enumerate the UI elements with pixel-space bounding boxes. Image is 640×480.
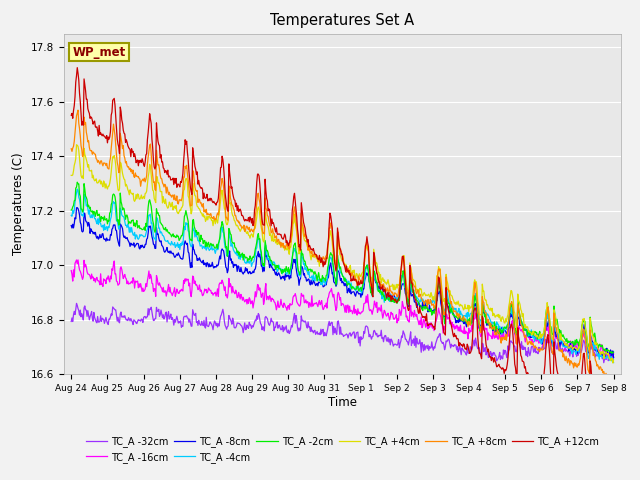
- TC_A -32cm: [78, 311, 86, 317]
- Line: TC_A -16cm: TC_A -16cm: [71, 260, 614, 360]
- Text: WP_met: WP_met: [72, 46, 125, 59]
- Line: TC_A -8cm: TC_A -8cm: [71, 208, 614, 358]
- TC_A +12cm: [607, 420, 614, 425]
- TC_A +4cm: [218, 190, 225, 196]
- TC_A +8cm: [67, 146, 75, 152]
- Legend: TC_A -32cm, TC_A -16cm, TC_A -8cm, TC_A -4cm, TC_A -2cm, TC_A +4cm, TC_A +8cm, T: TC_A -32cm, TC_A -16cm, TC_A -8cm, TC_A …: [82, 432, 603, 467]
- TC_A +8cm: [78, 147, 86, 153]
- TC_A -4cm: [409, 289, 417, 295]
- TC_A -16cm: [608, 357, 616, 363]
- TC_A -16cm: [74, 257, 82, 263]
- TC_A +8cm: [218, 181, 225, 187]
- TC_A -32cm: [73, 300, 81, 306]
- TC_A +12cm: [610, 416, 618, 422]
- TC_A -32cm: [610, 355, 618, 360]
- TC_A +4cm: [425, 291, 433, 297]
- Line: TC_A +4cm: TC_A +4cm: [71, 144, 614, 363]
- TC_A -16cm: [78, 274, 86, 279]
- TC_A -8cm: [134, 240, 141, 246]
- TC_A -2cm: [74, 180, 81, 185]
- TC_A +4cm: [609, 360, 617, 366]
- TC_A +12cm: [67, 112, 75, 118]
- Line: TC_A -32cm: TC_A -32cm: [71, 303, 614, 363]
- TC_A -32cm: [600, 360, 607, 366]
- TC_A -2cm: [189, 217, 196, 223]
- TC_A -2cm: [608, 350, 616, 356]
- TC_A -2cm: [610, 349, 618, 355]
- TC_A -2cm: [78, 206, 86, 212]
- TC_A -4cm: [218, 225, 225, 231]
- Line: TC_A +8cm: TC_A +8cm: [71, 110, 614, 379]
- TC_A -16cm: [67, 268, 75, 274]
- TC_A -16cm: [425, 320, 433, 326]
- TC_A +4cm: [409, 277, 417, 283]
- TC_A -2cm: [67, 207, 75, 213]
- TC_A +12cm: [425, 322, 433, 327]
- Line: TC_A -4cm: TC_A -4cm: [71, 189, 614, 362]
- TC_A +12cm: [134, 157, 141, 163]
- TC_A -4cm: [67, 213, 75, 218]
- TC_A +8cm: [134, 174, 141, 180]
- TC_A +12cm: [189, 145, 196, 151]
- TC_A -8cm: [425, 307, 433, 313]
- Line: TC_A +12cm: TC_A +12cm: [71, 68, 614, 422]
- TC_A -16cm: [218, 281, 225, 287]
- TC_A -32cm: [425, 348, 433, 353]
- TC_A -8cm: [78, 228, 86, 234]
- TC_A +4cm: [610, 357, 618, 363]
- TC_A -8cm: [74, 205, 81, 211]
- TC_A +8cm: [409, 281, 417, 287]
- TC_A +4cm: [189, 180, 196, 186]
- TC_A +4cm: [73, 142, 81, 147]
- TC_A -2cm: [218, 223, 225, 229]
- TC_A +8cm: [74, 107, 82, 113]
- TC_A +8cm: [610, 374, 618, 380]
- TC_A -4cm: [74, 186, 81, 192]
- TC_A -8cm: [67, 223, 75, 228]
- TC_A -32cm: [134, 318, 141, 324]
- TC_A -4cm: [134, 236, 141, 241]
- TC_A +12cm: [74, 65, 81, 71]
- Title: Temperatures Set A: Temperatures Set A: [270, 13, 415, 28]
- X-axis label: Time: Time: [328, 396, 357, 409]
- TC_A -16cm: [134, 278, 141, 284]
- TC_A -16cm: [409, 311, 417, 317]
- TC_A -2cm: [409, 289, 417, 295]
- TC_A -8cm: [218, 248, 225, 253]
- TC_A -4cm: [610, 360, 618, 365]
- TC_A -2cm: [134, 225, 141, 231]
- Y-axis label: Temperatures (C): Temperatures (C): [12, 153, 26, 255]
- TC_A -32cm: [67, 319, 75, 324]
- TC_A -2cm: [425, 307, 433, 312]
- TC_A -8cm: [409, 292, 417, 298]
- TC_A +8cm: [607, 376, 615, 382]
- TC_A -32cm: [218, 312, 225, 318]
- TC_A +12cm: [78, 122, 86, 128]
- TC_A +4cm: [78, 175, 86, 180]
- TC_A -8cm: [610, 355, 618, 360]
- TC_A +4cm: [67, 172, 75, 178]
- Line: TC_A -2cm: TC_A -2cm: [71, 182, 614, 353]
- TC_A +4cm: [134, 191, 141, 197]
- TC_A -16cm: [610, 351, 618, 357]
- TC_A -4cm: [189, 225, 196, 230]
- TC_A -8cm: [189, 241, 196, 247]
- TC_A -4cm: [425, 302, 433, 308]
- TC_A -8cm: [607, 355, 615, 361]
- TC_A +12cm: [218, 165, 225, 170]
- TC_A +8cm: [425, 300, 433, 306]
- TC_A +8cm: [189, 168, 196, 173]
- TC_A -16cm: [189, 273, 196, 279]
- TC_A -32cm: [409, 340, 417, 346]
- TC_A -32cm: [189, 307, 196, 312]
- TC_A +12cm: [409, 286, 417, 291]
- TC_A -4cm: [78, 213, 86, 218]
